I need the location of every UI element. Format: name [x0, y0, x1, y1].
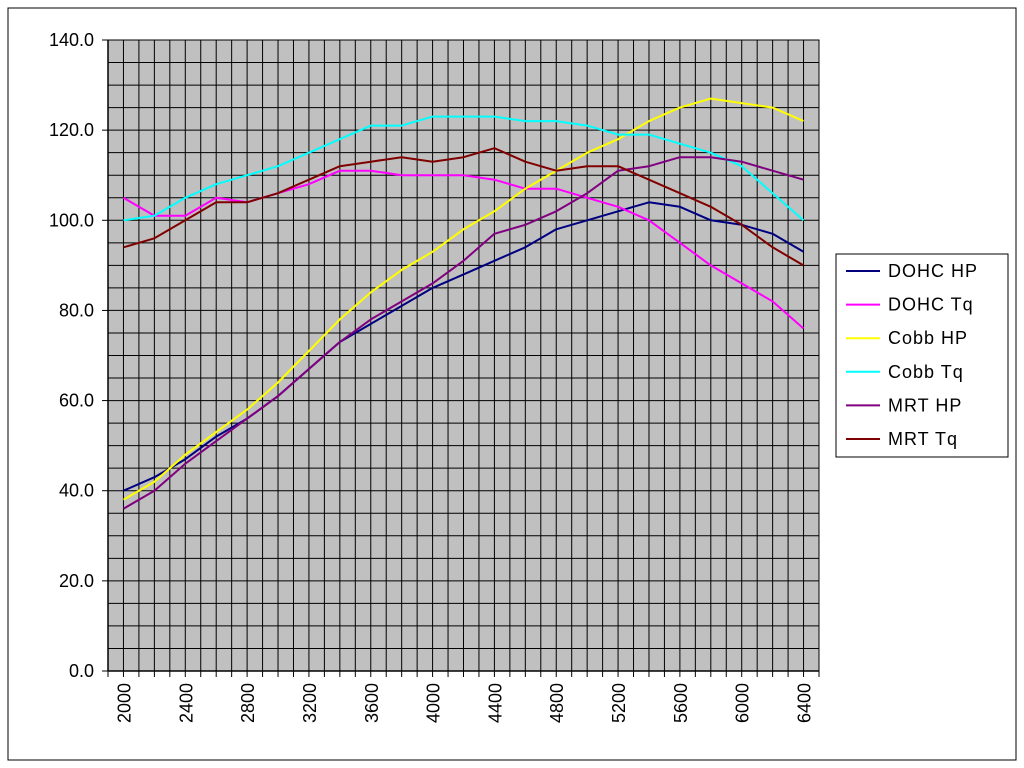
legend-box	[835, 253, 1009, 458]
legend: DOHC HP DOHC Tq Cobb HP Cobb Tq MRT HP MRT Tq	[835, 253, 1009, 458]
axes	[102, 39, 820, 677]
legend-label-dohc-tq: DOHC Tq	[888, 295, 974, 315]
legend-label-cobb-hp: Cobb HP	[888, 328, 968, 348]
y-tick-label: 20.0	[59, 571, 94, 591]
legend-label-mrt-tq: MRT Tq	[888, 429, 958, 449]
x-tick-label: 4800	[547, 683, 567, 723]
legend-label-cobb-tq: Cobb Tq	[888, 362, 964, 382]
x-tick-label: 4000	[424, 683, 444, 723]
series-line-dohc-hp	[123, 201, 805, 492]
y-tick-label: 140.0	[49, 30, 94, 50]
x-tick-label: 2400	[176, 683, 196, 723]
x-tick-label: 5200	[609, 683, 629, 723]
x-tick-label: 6000	[733, 683, 753, 723]
legend-label-mrt-hp: MRT HP	[888, 395, 962, 415]
y-axis-ticks: 0.0 20.0 40.0 60.0 80.0 100.0 120.0 140.0	[49, 30, 94, 681]
y-tick-label: 120.0	[49, 120, 94, 140]
series-lines	[122, 97, 805, 510]
series-line-cobb-tq	[123, 115, 805, 222]
y-tick-label: 60.0	[59, 391, 94, 411]
series-line-mrt-hp	[122, 156, 804, 510]
y-tick-label: 40.0	[59, 481, 94, 501]
series-line-cobb-hp	[122, 97, 804, 501]
series-line-dohc-tq	[122, 169, 805, 330]
y-tick-label: 80.0	[59, 300, 94, 320]
x-tick-label: 3600	[362, 683, 382, 723]
x-axis-ticks: 2000 2400 2800 3200 3600 4000 4400 4800 5200 5600…	[114, 683, 814, 723]
legend-label-dohc-hp: DOHC HP	[888, 261, 978, 281]
x-tick-label: 3200	[300, 683, 320, 723]
x-tick-label: 2800	[238, 683, 258, 723]
x-tick-label: 6400	[795, 683, 815, 723]
y-tick-label: 100.0	[49, 210, 94, 230]
x-tick-label: 2000	[114, 683, 134, 723]
x-tick-label: 5600	[671, 683, 691, 723]
x-tick-label: 4400	[485, 683, 505, 723]
y-tick-label: 0.0	[69, 661, 94, 681]
series-line-mrt-tq	[123, 147, 805, 267]
